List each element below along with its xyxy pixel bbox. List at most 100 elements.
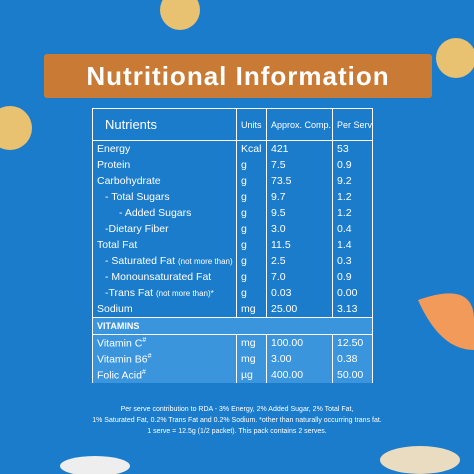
nutrient-cell: Protein [92,157,237,173]
table-row: -Dietary Fiber g 3.0 0.4 [92,221,373,237]
snack-star [0,106,32,150]
per-100g-cell: 3.0 [266,221,333,237]
peach [418,293,474,350]
nutrient-note: (not more than)* [155,289,214,298]
per-100g-cell: 100.00 [266,334,333,351]
per-serve-cell: 50.00 [332,367,373,383]
unit-cell: mg [236,351,267,367]
table-row: - Added Sugars g 9.5 1.2 [92,205,373,221]
per-100g-cell: 400.00 [266,367,333,383]
footnote: Per serve contribution to RDA - 3% Energ… [60,404,414,437]
per-100g-cell: 9.7 [266,189,333,205]
unit-cell: g [236,237,267,253]
unit-cell: g [236,221,267,237]
table-row: - Saturated Fat (not more than) g 2.5 0.3 [92,253,373,269]
nutrient-name: -Dietary Fiber [105,223,169,235]
superscript: # [147,352,152,360]
table-row: Vitamin B6# mg 3.00 0.38 [92,351,373,367]
per-serve-cell: 0.3 [332,253,373,269]
unit-cell: g [236,285,267,301]
superscript: # [142,336,147,344]
nutrient-name: Vitamin B6 [97,353,148,366]
nutrient-name: - Added Sugars [119,207,192,219]
snack-star [160,0,200,30]
nutrient-name: -Trans Fat [105,287,154,299]
nutrient-cell: Total Fat [92,237,237,253]
per-100g-cell: 3.00 [266,351,333,367]
nutrient-note: (not more than) [177,257,233,266]
nutrient-cell: -Trans Fat (not more than)* [92,285,237,301]
per-serve-cell: 0.4 [332,221,373,237]
nutrient-cell: - Added Sugars [92,205,237,221]
per-100g-cell: 2.5 [266,253,333,269]
nutrient-name: Total Fat [97,239,138,251]
per-serve-cell: 0.9 [332,157,373,173]
table-row: -Trans Fat (not more than)* g 0.03 0.00 [92,285,373,301]
table-row: Total Fat g 11.5 1.4 [92,237,373,253]
nutrient-cell: - Total Sugars [92,189,237,205]
table-row: Folic Acid# µg 400.00 50.00 [92,367,373,383]
rice [60,456,130,474]
per-100g-cell: 73.5 [266,173,333,189]
unit-cell: µg [236,367,267,383]
nutrient-name: Vitamin C [97,337,143,350]
header-cell: Per Serve [332,108,373,141]
unit-cell: g [236,157,267,173]
nutrient-cell: Carbohydrate [92,173,237,189]
unit-cell: g [236,189,267,205]
table-row: Protein g 7.5 0.9 [92,157,373,173]
per-serve-cell: 1.4 [332,237,373,253]
table-row: Carbohydrate g 73.5 9.2 [92,173,373,189]
per-100g-cell: 7.0 [266,269,333,285]
per-serve-cell: 12.50 [332,334,373,351]
per-serve-cell: 1.2 [332,189,373,205]
footnote-line: 1 serve = 12.5g (1/2 packet). This pack … [147,428,327,435]
unit-cell: g [236,205,267,221]
table-body: Energy Kcal 421 53 Protein g 7.5 0.9 Carbohydrat… [92,140,373,383]
table-row: Energy Kcal 421 53 [92,140,373,157]
unit-cell: Kcal [236,140,267,157]
per-100g-cell: 25.00 [266,301,333,318]
nutrient-name: Folic Acid [97,369,142,382]
snack-star [436,38,474,78]
nutrient-cell: Energy [92,140,237,157]
nutrient-cell: Folic Acid# [92,367,237,383]
table-row: - Total Sugars g 9.7 1.2 [92,189,373,205]
table-row: - Monounsaturated Fat g 7.0 0.9 [92,269,373,285]
nutrient-cell: Sodium [92,301,237,318]
per-serve-cell: 3.13 [332,301,373,318]
oats [380,446,460,474]
title-banner: Nutritional Information [44,54,432,98]
per-100g-cell: 421 [266,140,333,157]
unit-cell: mg [236,301,267,318]
nutrient-name: Sodium [97,303,133,315]
per-100g-cell: 0.03 [266,285,333,301]
unit-cell: g [236,173,267,189]
per-100g-cell: 11.5 [266,237,333,253]
header-cell: Units [236,108,267,141]
nutrient-name: - Total Sugars [105,191,170,203]
nutrient-name: Carbohydrate [97,175,161,187]
per-serve-cell: 53 [332,140,373,157]
per-serve-cell: 0.00 [332,285,373,301]
unit-cell: g [236,269,267,285]
nutrient-name: - Monounsaturated Fat [105,271,212,283]
header-cell: Nutrients [92,108,237,141]
title: Nutritional Information [86,61,390,91]
nutrient-cell: Vitamin B6# [92,351,237,367]
nutrition-table: Nutrients Units Approx. Comp. Per 100g P… [92,108,373,383]
per-100g-cell: 9.5 [266,205,333,221]
nutrient-name: Energy [97,143,131,155]
section-row: VITAMINS [92,317,373,335]
table-row: Sodium mg 25.00 3.13 [92,301,373,318]
per-serve-cell: 9.2 [332,173,373,189]
per-100g-cell: 7.5 [266,157,333,173]
header-row: Nutrients Units Approx. Comp. Per 100g P… [92,108,373,141]
section-label: VITAMINS [92,317,373,335]
nutrient-cell: -Dietary Fiber [92,221,237,237]
unit-cell: mg [236,334,267,351]
nutrient-name: - Saturated Fat [105,255,176,267]
nutrient-cell: - Saturated Fat (not more than) [92,253,237,269]
